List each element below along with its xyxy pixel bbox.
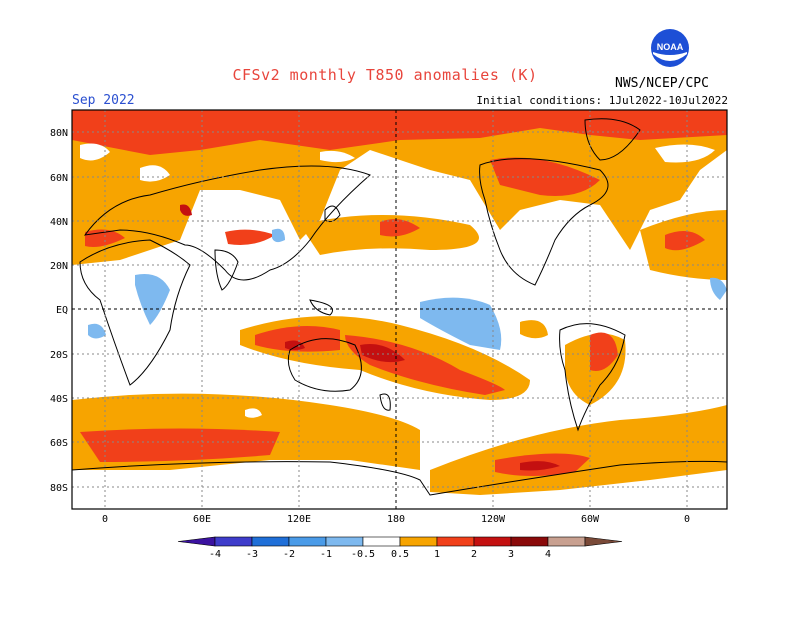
- lat-label: 80N: [50, 128, 68, 139]
- legend-swatch: [473, 536, 512, 547]
- graticule: [72, 110, 727, 509]
- lat-label: 20S: [50, 350, 68, 361]
- lon-label: 0: [102, 514, 108, 525]
- noaa-logo-icon: NOAA: [651, 29, 689, 67]
- legend-label: -3: [246, 549, 258, 560]
- legend-swatch: [214, 536, 253, 547]
- lat-label: 40N: [50, 217, 68, 228]
- legend-label: -1: [320, 549, 332, 560]
- lat-label: 40S: [50, 394, 68, 405]
- legend-swatch: [288, 536, 327, 547]
- initial-conditions: Initial conditions: 1Jul2022-10Jul2022: [476, 94, 728, 107]
- longitude-labels: 0 60E 120E 180 120W 60W 0: [102, 514, 690, 525]
- lat-label: 20N: [50, 261, 68, 272]
- valid-month: Sep 2022: [72, 93, 135, 108]
- legend-label: 2: [471, 549, 477, 560]
- lon-label: 120E: [287, 514, 311, 525]
- legend-swatch: [436, 536, 475, 547]
- map-title: CFSv2 monthly T850 anomalies (K): [232, 66, 538, 84]
- svg-text:NOAA: NOAA: [657, 42, 684, 52]
- lat-label: EQ: [56, 305, 68, 316]
- legend-label: -4: [209, 549, 221, 560]
- lon-label: 120W: [481, 514, 506, 525]
- legend-label: 0.5: [391, 549, 409, 560]
- lat-label: 60S: [50, 438, 68, 449]
- organization-label: NWS/NCEP/CPC: [615, 76, 709, 91]
- map-frame: [71, 109, 728, 510]
- lon-label: 180: [387, 514, 405, 525]
- legend-swatch: [177, 536, 216, 547]
- lon-label: 60E: [193, 514, 211, 525]
- legend-label: 4: [545, 549, 551, 560]
- legend-label: -2: [283, 549, 295, 560]
- latitude-labels: 80N 60N 40N 20N EQ 20S 40S 60S 80S: [50, 128, 68, 494]
- legend-swatch: [399, 536, 438, 547]
- legend-label: 1: [434, 549, 440, 560]
- legend-swatch: [547, 536, 586, 547]
- legend-swatch: [362, 536, 401, 547]
- legend-swatch: [251, 536, 290, 547]
- legend-swatch: [325, 536, 364, 547]
- legend-label: 3: [508, 549, 514, 560]
- legend-label: -0.5: [351, 549, 375, 560]
- reference-lines: [72, 110, 727, 509]
- lat-label: 80S: [50, 483, 68, 494]
- legend-swatch: [510, 536, 549, 547]
- legend-swatch: [584, 536, 623, 547]
- lat-label: 60N: [50, 173, 68, 184]
- lon-label: 60W: [581, 514, 600, 525]
- lon-label: 0: [684, 514, 690, 525]
- coastlines: [72, 118, 727, 496]
- color-legend: -4 -3 -2 -1 -0.5 0.5 1 2 3 4: [177, 536, 623, 560]
